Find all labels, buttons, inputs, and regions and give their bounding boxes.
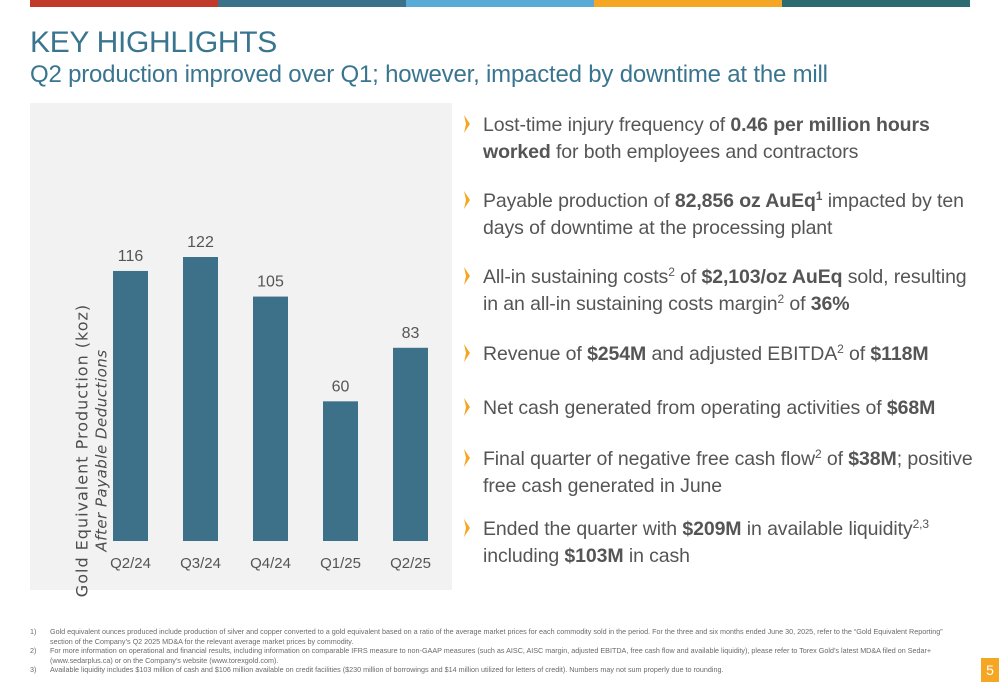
highlight-text: Net cash generated from operating activi… bbox=[483, 397, 936, 419]
footnote-text: Available liquidity includes $103 millio… bbox=[50, 665, 724, 675]
accent-segment-orange bbox=[594, 0, 782, 7]
data-label-Q1-25: 60 bbox=[332, 378, 350, 395]
data-label-Q2-24: 116 bbox=[118, 248, 144, 265]
production-chart: 116 Q2/24 122 Q3/24 105 Q4/24 60 Q1/25 83 Q2/25 G… bbox=[30, 103, 452, 597]
footnote-item: 2) For more information on operational an… bbox=[30, 646, 960, 665]
chevron-right-icon bbox=[464, 398, 470, 416]
bar-Q3-24 bbox=[183, 257, 218, 541]
x-tick-label-Q4-24: Q4/24 bbox=[250, 555, 291, 572]
highlight-text: Lost-time injury frequency of 0.46 per m… bbox=[483, 114, 930, 163]
footnote-number: 1) bbox=[30, 627, 37, 636]
chevron-right-icon bbox=[464, 519, 470, 537]
bar-Q4-24 bbox=[253, 296, 288, 541]
x-tick-label-Q2-24: Q2/24 bbox=[110, 555, 151, 572]
footnotes: 1) Gold equivalent ounces produced includ… bbox=[30, 627, 960, 675]
accent-segment-blue bbox=[406, 0, 594, 7]
page-subtitle: Q2 production improved over Q1; however,… bbox=[30, 61, 828, 88]
chevron-right-icon bbox=[464, 115, 470, 133]
y-axis-label: Gold Equivalent Production (koz) After P… bbox=[73, 301, 112, 601]
chevron-right-icon bbox=[464, 267, 470, 285]
highlight-text: Payable production of 82,856 oz AuEq1 im… bbox=[483, 189, 964, 239]
footnote-item: 1) Gold equivalent ounces produced includ… bbox=[30, 627, 960, 646]
bar-Q2-24 bbox=[113, 270, 148, 541]
highlight-text: All-in sustaining costs2 of $2,103/oz Au… bbox=[483, 265, 967, 315]
accent-segment-dark-teal bbox=[782, 0, 970, 7]
footnote-number: 3) bbox=[30, 665, 37, 675]
bar-Q2-25 bbox=[393, 347, 428, 541]
footnote-item: 3) Available liquidity includes $103 mill… bbox=[30, 665, 960, 675]
bar-Q1-25 bbox=[323, 401, 358, 541]
highlight-text: Final quarter of negative free cash flow… bbox=[483, 447, 973, 497]
highlight-text: Revenue of $254M and adjusted EBITDA2 of… bbox=[483, 342, 929, 365]
data-label-Q4-24: 105 bbox=[257, 274, 284, 291]
footnote-text: For more information on operational and … bbox=[50, 646, 932, 665]
x-tick-label-Q3-24: Q3/24 bbox=[180, 555, 221, 572]
chevron-right-icon bbox=[464, 449, 470, 467]
chevron-right-icon bbox=[464, 191, 470, 209]
x-tick-label-Q2-25: Q2/25 bbox=[390, 555, 431, 572]
data-label-Q3-24: 122 bbox=[187, 234, 214, 251]
y-axis-label-sub: After Payable Deductions bbox=[92, 349, 111, 552]
accent-segment-teal bbox=[218, 0, 406, 7]
accent-segment-red bbox=[30, 0, 218, 7]
accent-top-bar bbox=[30, 0, 970, 7]
x-tick-label-Q1-25: Q1/25 bbox=[320, 555, 361, 572]
highlight-text: Ended the quarter with $209M in availabl… bbox=[483, 517, 929, 567]
data-label-Q2-25: 83 bbox=[402, 325, 420, 342]
footnote-text: Gold equivalent ounces produced include … bbox=[50, 627, 943, 646]
page-number: 5 bbox=[981, 658, 999, 682]
chevron-right-icon bbox=[464, 344, 470, 362]
bar-chart-svg: 116 Q2/24 122 Q3/24 105 Q4/24 60 Q1/25 83 Q2/25 bbox=[110, 234, 431, 572]
page-title: KEY HIGHLIGHTS bbox=[30, 26, 277, 59]
y-axis-label-main: Gold Equivalent Production (koz) bbox=[72, 303, 92, 598]
footnote-number: 2) bbox=[30, 646, 37, 656]
